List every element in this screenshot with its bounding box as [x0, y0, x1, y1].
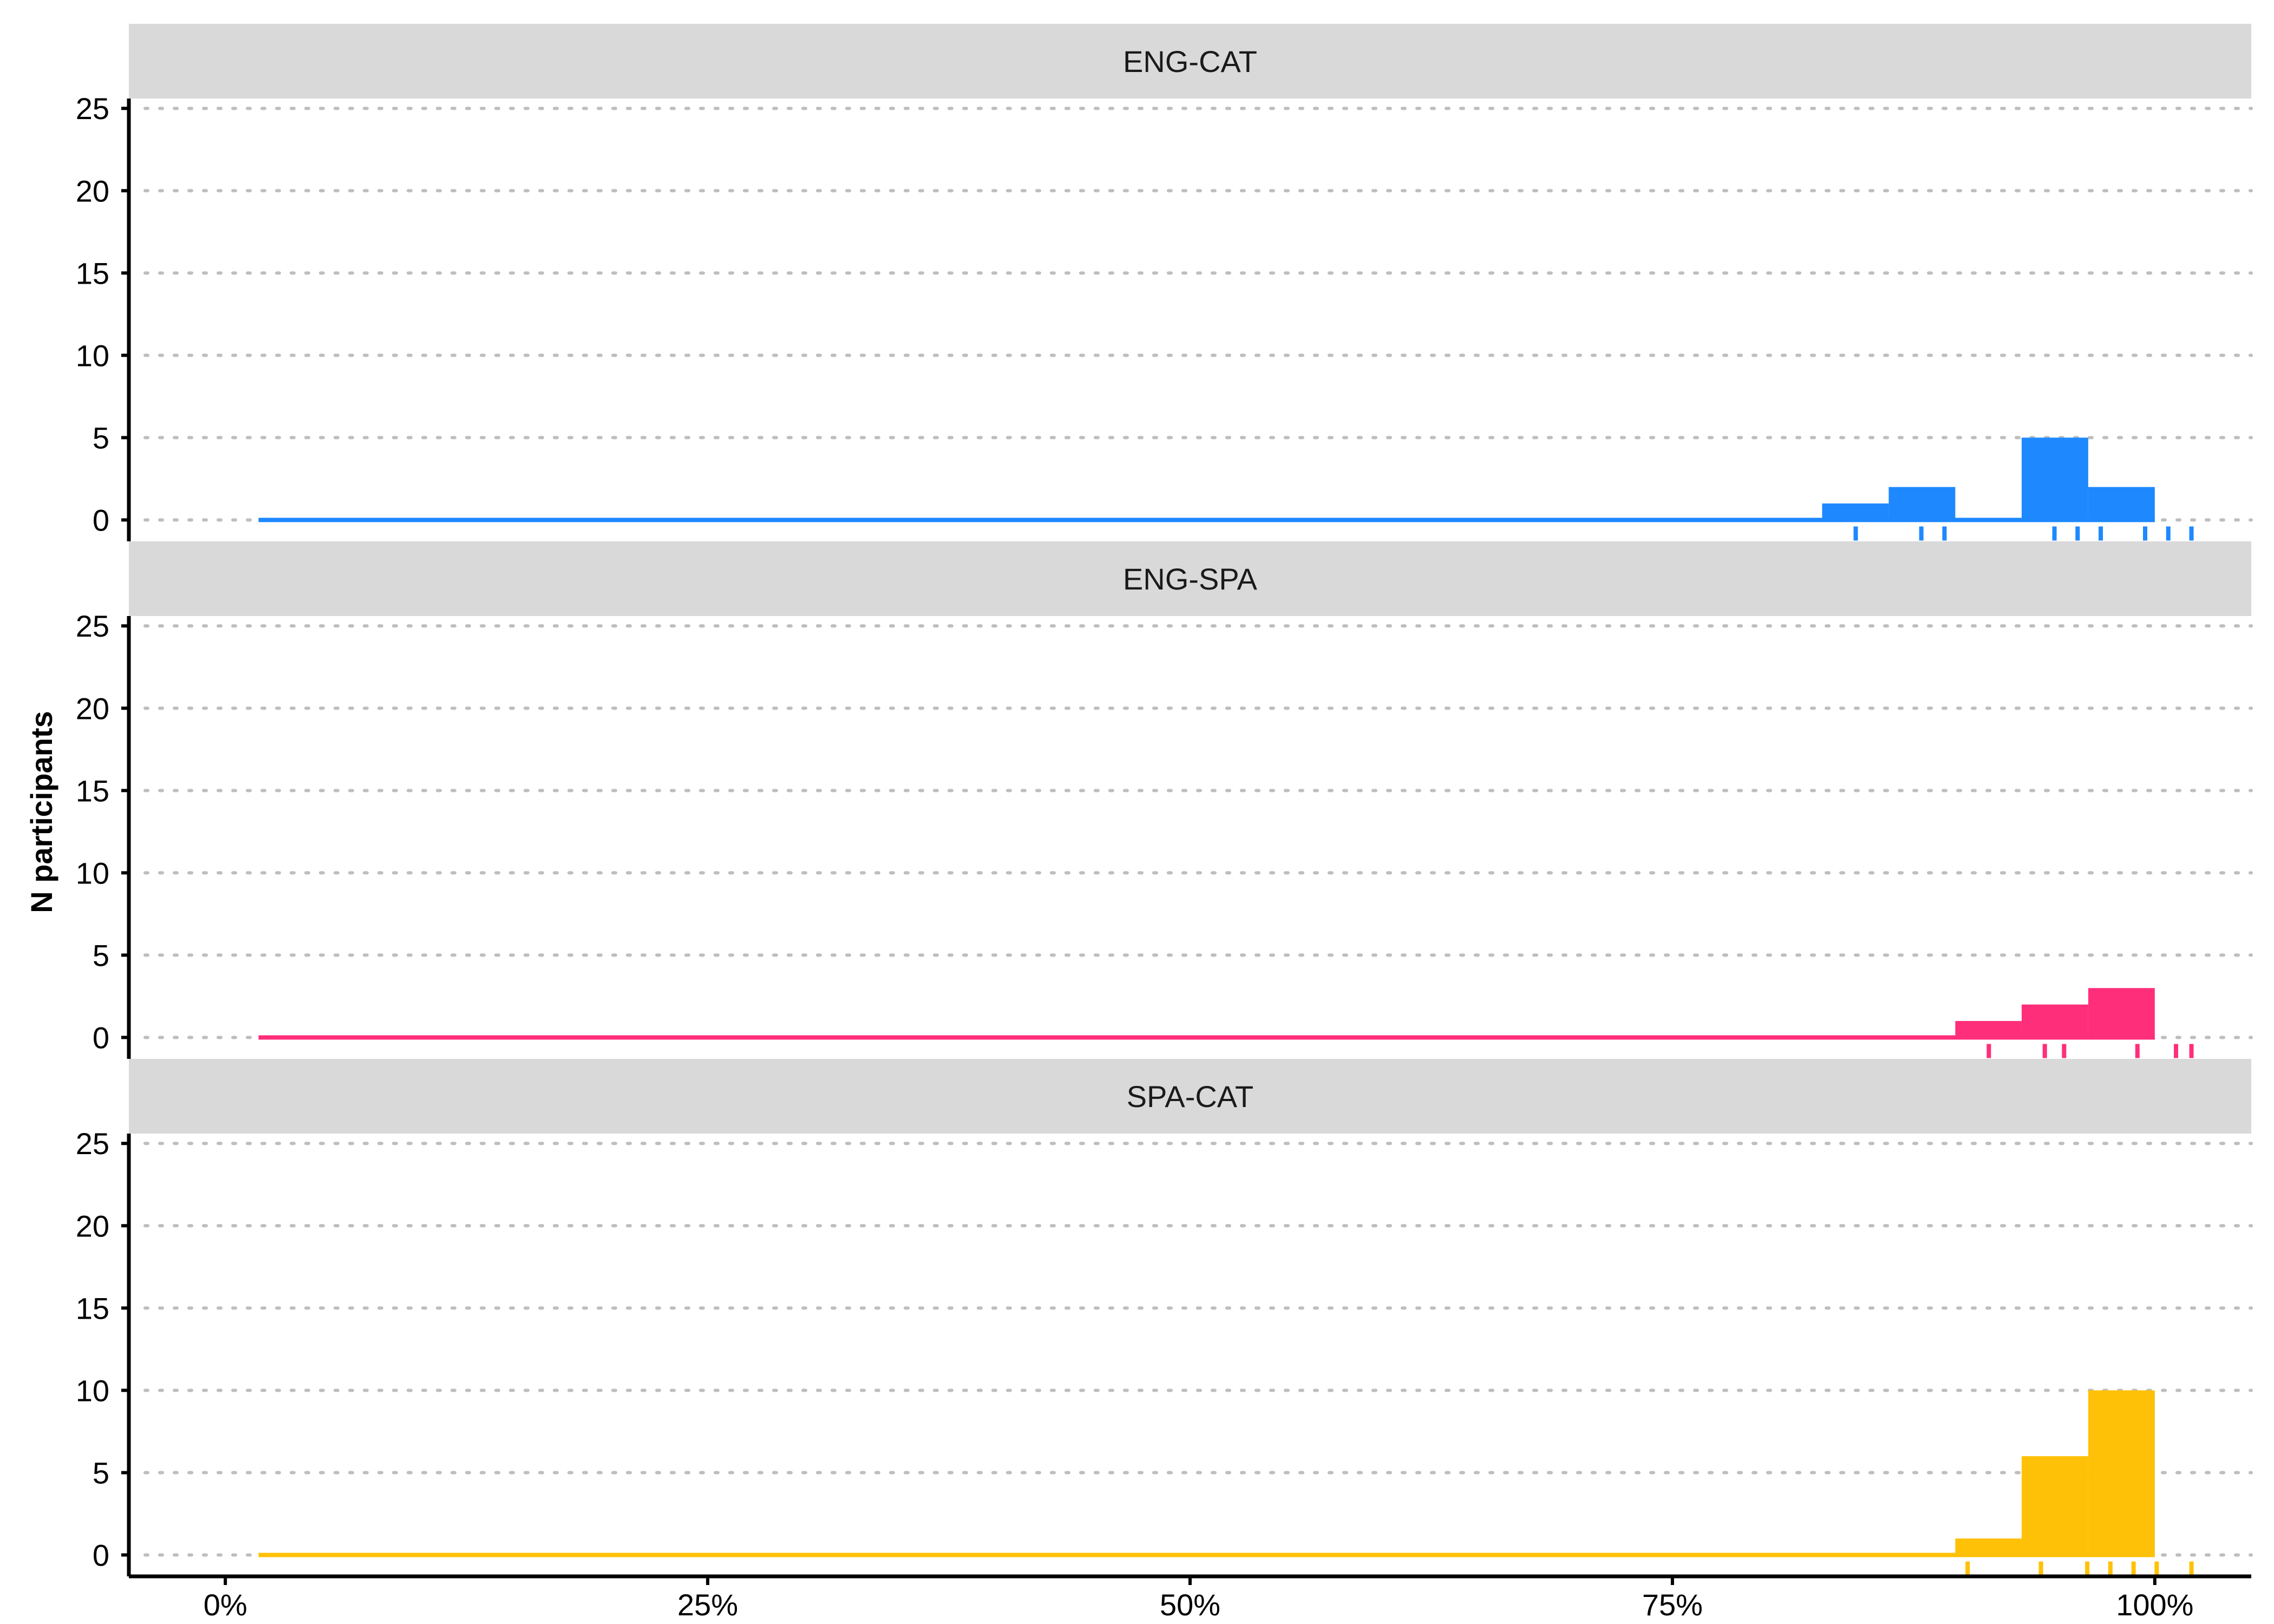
- histogram-bar: [2088, 487, 2155, 522]
- histogram-bar: [2021, 1456, 2088, 1557]
- y-tick-label: 10: [76, 338, 109, 372]
- x-tick-label: 100%: [2116, 1588, 2193, 1622]
- x-tick-label: 75%: [1642, 1588, 1703, 1622]
- y-tick-label: 5: [93, 938, 109, 972]
- facet-strip: [129, 541, 2251, 616]
- x-tick-label: 0%: [204, 1588, 247, 1622]
- y-tick-label: 0: [93, 503, 109, 537]
- histogram-bar: [2088, 988, 2155, 1040]
- facet-strip-label: SPA-CAT: [1127, 1079, 1253, 1114]
- y-tick-label: 20: [76, 1209, 109, 1243]
- histogram-bar: [2021, 1004, 2088, 1040]
- y-tick-label: 10: [76, 856, 109, 890]
- y-tick-label: 15: [76, 1291, 109, 1325]
- y-tick-label: 10: [76, 1373, 109, 1407]
- x-tick-label: 25%: [677, 1588, 738, 1622]
- y-axis-label: N participants: [24, 711, 58, 913]
- y-tick-label: 0: [93, 1538, 109, 1572]
- y-tick-label: 5: [93, 1456, 109, 1490]
- y-tick-label: 15: [76, 774, 109, 808]
- histogram-bar: [1889, 487, 1956, 522]
- histogram-bar: [1955, 1538, 2022, 1557]
- y-tick-label: 20: [76, 691, 109, 725]
- facet-strip-label: ENG-SPA: [1123, 562, 1258, 596]
- histogram-bar: [2021, 437, 2088, 522]
- y-tick-label: 25: [76, 91, 109, 126]
- y-tick-label: 5: [93, 421, 109, 455]
- y-tick-label: 25: [76, 1127, 109, 1161]
- histogram-bar: [1955, 1021, 2022, 1040]
- y-tick-label: 20: [76, 174, 109, 208]
- facet-strip-label: ENG-CAT: [1123, 44, 1257, 78]
- histogram-bar: [1822, 503, 1889, 522]
- facet-strip: [129, 1059, 2251, 1134]
- y-tick-label: 25: [76, 609, 109, 643]
- x-tick-label: 50%: [1160, 1588, 1220, 1622]
- y-tick-label: 0: [93, 1020, 109, 1055]
- facet-strip: [129, 24, 2251, 99]
- histogram-bar: [2088, 1390, 2155, 1557]
- y-tick-label: 15: [76, 256, 109, 290]
